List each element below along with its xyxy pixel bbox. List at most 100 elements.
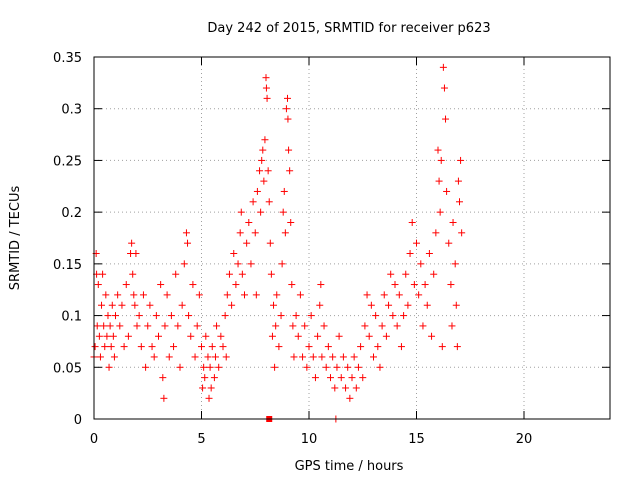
data-point	[400, 312, 408, 320]
x-tick-label: 15	[408, 432, 425, 447]
data-point	[439, 63, 447, 71]
data-point	[104, 312, 112, 320]
plot-frame	[93, 56, 611, 420]
data-point	[335, 332, 343, 340]
data-point	[279, 208, 287, 216]
data-point	[215, 363, 223, 371]
data-point	[222, 353, 230, 361]
data-point	[132, 250, 140, 258]
data-point	[107, 343, 115, 351]
grid	[94, 57, 610, 419]
data-point	[419, 322, 427, 330]
data-point	[116, 322, 124, 330]
data-point	[241, 291, 248, 299]
data-point	[105, 363, 113, 371]
chart-title: Day 242 of 2015, SRMTID for receiver p62…	[207, 21, 490, 36]
data-point	[112, 312, 119, 320]
data-point	[159, 374, 167, 382]
data-point	[359, 374, 367, 382]
data-point	[262, 74, 270, 82]
data-point	[103, 332, 111, 340]
x-tick-label: 20	[516, 432, 533, 447]
data-point	[447, 281, 455, 289]
data-point	[339, 353, 347, 361]
data-point	[344, 363, 352, 371]
data-point	[380, 291, 388, 299]
data-point	[114, 291, 122, 299]
data-point	[198, 343, 205, 351]
data-point	[93, 322, 101, 330]
data-point	[307, 312, 315, 320]
data-point	[245, 218, 253, 226]
data-point	[108, 301, 116, 309]
data-point	[367, 301, 375, 309]
data-point	[284, 115, 292, 123]
data-point	[365, 332, 373, 340]
data-point	[184, 239, 192, 247]
data-point	[385, 301, 393, 309]
data-point	[219, 343, 227, 351]
data-point	[443, 187, 451, 195]
data-point	[252, 291, 260, 299]
data-point	[94, 281, 102, 289]
data-point	[448, 322, 456, 330]
data-point	[378, 322, 386, 330]
data-point	[376, 363, 384, 371]
data-point	[449, 218, 457, 226]
data-point	[290, 353, 298, 361]
data-point	[258, 156, 266, 164]
data-point	[458, 229, 466, 237]
data-point	[193, 322, 201, 330]
data-point	[265, 198, 273, 206]
data-point	[415, 291, 423, 299]
data-point	[404, 301, 412, 309]
data-point	[456, 198, 463, 206]
data-point	[331, 384, 339, 392]
data-point	[251, 229, 259, 237]
data-point	[232, 281, 240, 289]
data-point	[206, 363, 214, 371]
data-point	[342, 384, 350, 392]
data-point	[204, 353, 212, 361]
data-point	[413, 239, 420, 247]
data-point	[266, 239, 274, 247]
data-point	[271, 363, 279, 371]
data-point	[124, 332, 132, 340]
data-point	[387, 270, 395, 278]
data-point	[457, 156, 465, 164]
data-point	[144, 322, 152, 330]
data-point	[100, 322, 108, 330]
data-point	[234, 260, 242, 268]
data-point	[410, 281, 418, 289]
data-point	[393, 322, 401, 330]
data-point	[106, 322, 114, 330]
data-point	[236, 229, 244, 237]
data-point	[238, 270, 246, 278]
y-axis-label: SRMTID / TECUs	[8, 186, 23, 291]
data-point	[397, 343, 405, 351]
x-tick-label: 0	[90, 432, 98, 447]
data-point	[363, 291, 371, 299]
data-point	[207, 384, 215, 392]
data-point	[213, 322, 221, 330]
data-point	[391, 281, 399, 289]
y-tick-label: 0.15	[53, 258, 82, 273]
data-point	[178, 301, 186, 309]
data-point	[137, 343, 145, 351]
data-point	[118, 301, 126, 309]
data-point	[408, 218, 416, 226]
data-point	[191, 353, 199, 361]
data-point	[199, 384, 207, 392]
data-point	[101, 343, 109, 351]
data-point	[309, 353, 317, 361]
data-point	[200, 363, 208, 371]
data-point	[217, 332, 225, 340]
data-point	[110, 353, 118, 361]
data-point	[311, 374, 319, 382]
data-point	[133, 322, 141, 330]
data-point	[167, 312, 175, 320]
data-point	[287, 218, 295, 226]
data-point	[436, 208, 444, 216]
data-point	[122, 281, 130, 289]
